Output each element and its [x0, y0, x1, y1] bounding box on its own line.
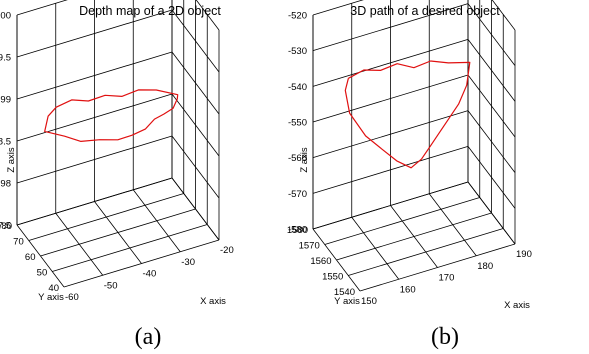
chart-a-z-ticks: 697.5 698 698.5 699 699.5 700 [0, 11, 11, 232]
chart-panel-a: Depth map of a 2D object 697.5698698.569… [0, 0, 294, 354]
chart-a-backwall-gridline-z [16, 135, 173, 184]
chart-b-grid [312, 0, 516, 292]
chart-a-sidewall-gridline-z [171, 9, 220, 73]
chart-b-caption: (b) [431, 324, 459, 350]
chart-a-x-tick-label: -50 [104, 280, 118, 291]
chart-b-x-ticks: 150 160 170 180 190 [361, 249, 532, 307]
chart-b-sidewall-gridline-z [467, 74, 516, 138]
chart-a-x-tick-label: -40 [143, 269, 157, 280]
chart-a-z-tick-label: 700 [0, 11, 11, 22]
chart-a-series-line [44, 89, 179, 142]
chart-a-sidewall-gridline-z [171, 135, 220, 199]
chart-b-x-tick-label: 180 [477, 261, 493, 272]
chart-a-sidewall-gridline-z [171, 51, 220, 115]
chart-b-sidewall-gridline-z [491, 0, 516, 31]
chart-b-y-tick-label: 1570 [299, 241, 320, 252]
chart-b-z-tick-label: -570 [288, 189, 307, 200]
chart-a-z-tick-label: 697.5 [0, 221, 11, 232]
chart-panel-b: 3D path of a desired object -580 -570 -560… [287, 0, 589, 354]
chart-b-x-tick-label: 170 [439, 273, 455, 284]
chart-b-backwall-gridline-z [312, 74, 469, 123]
chart-a-sidewall-gridline-z [195, 0, 220, 31]
chart-a-z-tick-label: 699 [0, 95, 11, 106]
chart-b-y-ticks: 1540 1550 1560 1570 1580 [287, 225, 355, 298]
chart-b-backwall-gridline-z [312, 0, 364, 16]
chart-b-backwall-gridline-z [312, 110, 469, 159]
chart-a-floor-gridline-y [40, 208, 196, 257]
chart-b-xlabel: X axis [504, 300, 530, 311]
chart-b-x-tick-label: 160 [400, 284, 416, 295]
chart-a-ylabel: Y axis [38, 292, 64, 303]
chart-b-y-tick-label: 1550 [322, 272, 343, 283]
chart-a-floor-gridline-y [52, 224, 208, 272]
chart-a-backwall-gridline-z [16, 0, 68, 16]
chart-a-xlabel: X axis [200, 296, 226, 307]
chart-a-y-tick-label: 50 [37, 268, 48, 279]
chart-a-x-tick-label: -60 [65, 292, 79, 303]
chart-b-z-ticks: -580 -570 -560 -550 -540 -530 -520 [288, 11, 307, 236]
chart-a-y-tick-label: 80 [1, 221, 12, 232]
chart-b-z-tick-label: -530 [288, 46, 307, 57]
chart-b-y-tick-label: 1580 [287, 225, 308, 236]
chart-a-x-tick-label: -20 [220, 245, 234, 256]
chart-b-svg: 3D path of a desired object -580 -570 -560… [287, 0, 532, 350]
chart-a-series [44, 89, 179, 142]
chart-b-sidewall-gridline-z [467, 39, 516, 102]
chart-b-y-tick-label: 1560 [310, 256, 331, 267]
chart-b-z-tick-label: -580 [288, 225, 307, 236]
chart-a-y-tick-label: 40 [48, 283, 59, 294]
chart-b-sidewall-gridline-z [467, 110, 516, 173]
chart-a-sidewall-gridline-z [171, 177, 220, 241]
chart-b-y-tick-label: 1540 [334, 287, 355, 298]
chart-a-x-tick-label: -30 [181, 257, 195, 268]
chart-a-caption: (a) [135, 324, 162, 350]
chart-a-backwall-gridline-z [16, 51, 173, 100]
chart-b-floor-gridline-y [324, 197, 480, 245]
chart-b-series [344, 60, 471, 169]
chart-a-y-tick-label: 70 [13, 237, 24, 248]
chart-a-z-tick-label: 698.5 [0, 137, 11, 148]
chart-b-z-tick-label: -520 [288, 11, 307, 22]
chart-a-backwall-gridline-z [16, 177, 173, 226]
chart-b-zlabel: Z axis [299, 147, 310, 173]
chart-a-backwall-gridline-z [16, 9, 173, 58]
chart-a-title: Depth map of a 2D object [79, 4, 221, 18]
chart-a-floor-gridline-y [63, 239, 220, 288]
chart-b-floor-gridline-y [359, 243, 516, 292]
chart-a-floor-gridline-y [28, 193, 184, 241]
chart-a-z-tick-label: 699.5 [0, 53, 11, 64]
chart-b-ylabel: Y axis [334, 296, 360, 307]
chart-a-backwall-gridline-z [16, 93, 173, 142]
chart-b-series-line [344, 60, 471, 169]
chart-b-sidewall-gridline-z [467, 146, 516, 209]
chart-b-sidewall-gridline-z [467, 3, 516, 66]
chart-b-floor-gridline-y [348, 228, 504, 276]
chart-b-x-tick-label: 150 [361, 296, 377, 307]
chart-b-z-tick-label: -540 [288, 82, 307, 93]
chart-b-z-tick-label: -560 [288, 153, 307, 164]
chart-b-backwall-gridline-z [312, 145, 469, 194]
chart-a-grid [16, 0, 220, 288]
chart-b-z-tick-label: -550 [288, 118, 307, 129]
chart-a-z-tick-label: 698 [0, 179, 11, 190]
chart-b-backwall-gridline-z [312, 3, 469, 52]
chart-b-backwall-gridline-z [312, 181, 469, 230]
chart-a-svg: Depth map of a 2D object 697.5698698.569… [0, 0, 234, 350]
chart-b-title: 3D path of a desired object [350, 4, 500, 18]
chart-b-x-tick-label: 190 [516, 249, 532, 260]
chart-a-zlabel: Z axis [6, 147, 17, 173]
chart-b-backwall-gridline-z [312, 38, 469, 87]
chart-a-x-ticks: -60 -50 -40 -30 -20 [65, 245, 234, 303]
chart-b-sidewall-gridline-z [467, 181, 516, 245]
chart-a-y-tick-label: 60 [25, 252, 36, 263]
chart-a-sidewall-gridline-z [171, 93, 220, 157]
chart-b-floor-gridline-y [336, 212, 492, 261]
